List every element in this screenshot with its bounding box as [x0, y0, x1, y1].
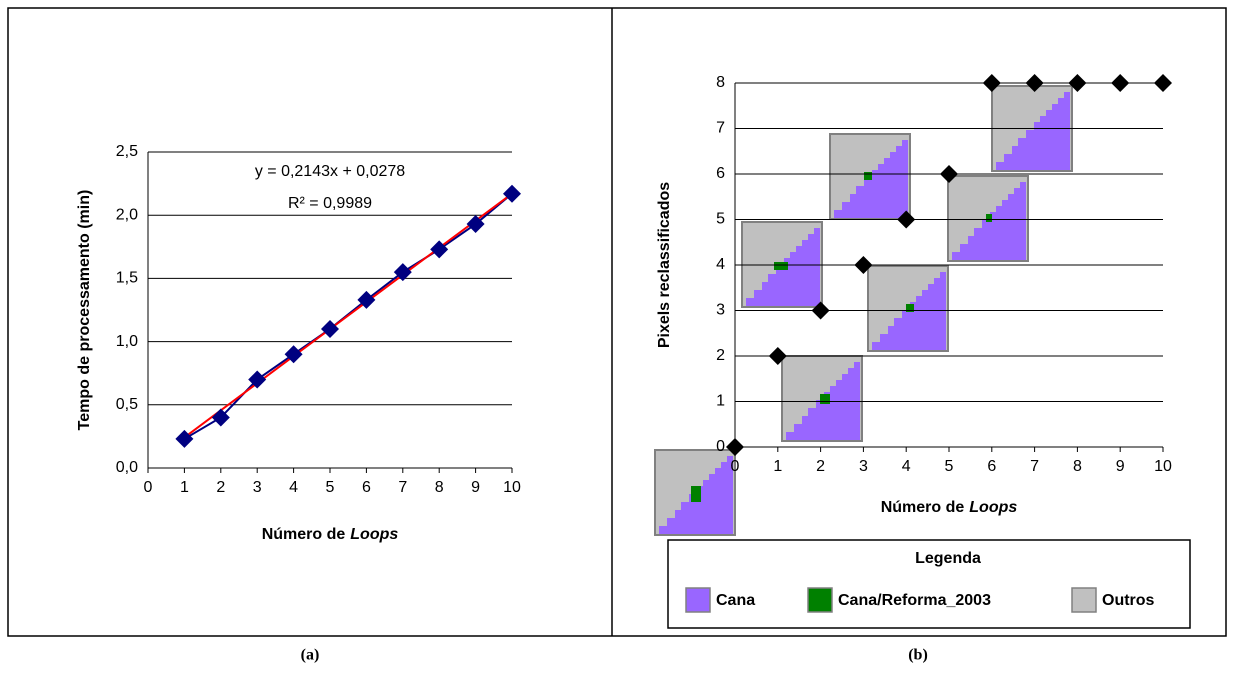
legend-label: Cana: [716, 592, 755, 609]
legend-title: Legenda: [915, 550, 981, 567]
y-tick-label: 7: [716, 120, 725, 137]
x-tick-label: 3: [859, 458, 868, 475]
x-tick-label: 0: [144, 479, 153, 496]
x-axis-label-italic: Loops: [969, 499, 1017, 516]
y-tick-label: 1: [716, 393, 725, 410]
x-tick-label: 9: [1116, 458, 1125, 475]
y-tick-label: 8: [716, 74, 725, 91]
map-thumbnail: [948, 176, 1028, 261]
marker: [1111, 74, 1129, 92]
x-tick-label: 4: [902, 458, 911, 475]
x-tick-label: 5: [945, 458, 954, 475]
marker: [1154, 74, 1172, 92]
legend-swatch: [1072, 588, 1096, 612]
legend-label: Outros: [1102, 592, 1155, 609]
map-thumbnail: [868, 266, 948, 351]
x-tick-label: 7: [398, 479, 407, 496]
trendline: [184, 194, 512, 438]
y-tick-label: 0,5: [116, 396, 138, 413]
y-tick-label: 1,5: [116, 270, 138, 287]
map-thumbnail: [782, 356, 862, 441]
x-tick-label: 1: [180, 479, 189, 496]
y-tick-label: 2,0: [116, 206, 138, 223]
y-tick-label: 2,5: [116, 143, 138, 160]
x-tick-label: 8: [1073, 458, 1082, 475]
panel-label: (b): [908, 647, 928, 664]
x-tick-label: 6: [362, 479, 371, 496]
y-tick-label: 2: [716, 347, 725, 364]
x-tick-label: 10: [1154, 458, 1172, 475]
x-tick-label: 6: [987, 458, 996, 475]
trendline-equation: y = 0,2143x + 0,0278: [255, 163, 405, 180]
x-axis-label-text: Número de: [262, 526, 346, 543]
y-tick-label: 0,0: [116, 459, 138, 476]
x-tick-label: 9: [471, 479, 480, 496]
y-axis-label: Tempo de processamento (min): [76, 190, 93, 431]
figure: 0,00,51,01,52,02,5012345678910Número deL…: [0, 0, 1236, 670]
y-tick-label: 1,0: [116, 333, 138, 350]
legend-label: Cana/Reforma_2003: [838, 592, 991, 609]
x-tick-label: 1: [773, 458, 782, 475]
x-tick-label: 2: [216, 479, 225, 496]
x-tick-label: 10: [503, 479, 521, 496]
x-tick-label: 8: [435, 479, 444, 496]
trendline-r2: R² = 0,9989: [288, 195, 372, 212]
x-axis-label-italic: Loops: [350, 526, 398, 543]
x-tick-label: 5: [326, 479, 335, 496]
x-tick-label: 2: [816, 458, 825, 475]
y-tick-label: 0: [716, 438, 725, 455]
y-tick-label: 4: [716, 256, 725, 273]
panel-label: (a): [301, 647, 320, 664]
legend-swatch: [686, 588, 710, 612]
legend-swatch: [808, 588, 832, 612]
map-thumbnail: [655, 450, 735, 535]
y-tick-label: 6: [716, 165, 725, 182]
y-tick-label: 3: [716, 302, 725, 319]
x-tick-label: 0: [731, 458, 740, 475]
map-thumbnail: [830, 134, 910, 219]
x-axis-label-text: Número de: [881, 499, 965, 516]
y-tick-label: 5: [716, 211, 725, 228]
x-tick-label: 4: [289, 479, 298, 496]
y-axis-label: Pixels reclassificados: [656, 182, 673, 348]
x-tick-label: 3: [253, 479, 262, 496]
x-tick-label: 7: [1030, 458, 1039, 475]
